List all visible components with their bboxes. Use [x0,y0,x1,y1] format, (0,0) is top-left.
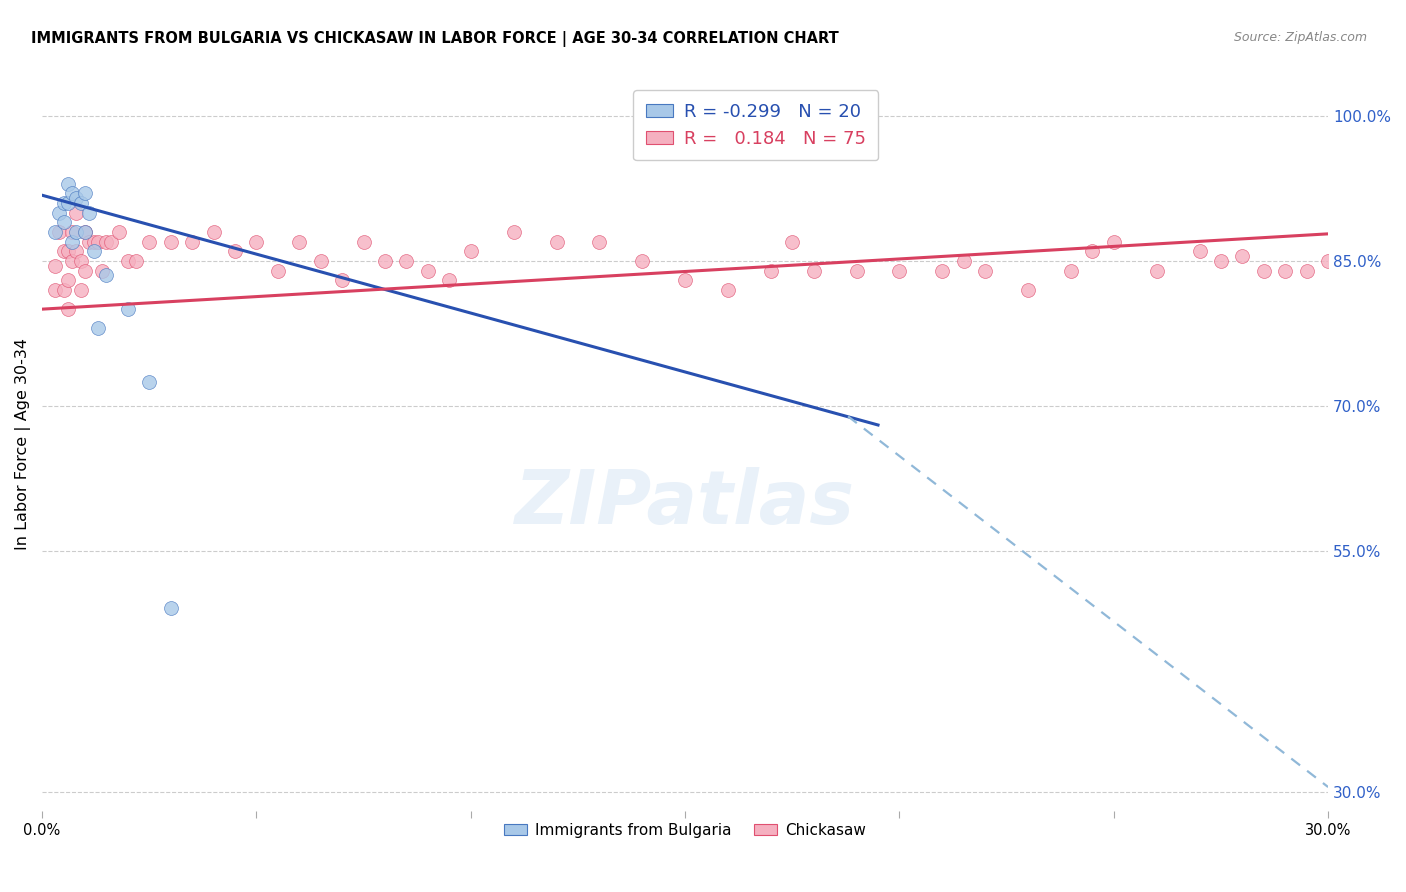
Point [1317,253,1340,268]
Point [60,186,83,201]
Point [108,225,131,239]
Point [782,235,804,249]
Point [1403,263,1406,277]
Point [138,375,160,389]
Point [1017,283,1039,297]
Point [83,235,105,249]
Point [73,186,96,201]
Point [1188,244,1211,259]
Point [1081,244,1104,259]
Point [1209,253,1232,268]
Point [1339,283,1361,297]
Point [330,273,353,287]
Point [48,225,70,239]
Point [181,235,204,249]
Point [73,225,96,239]
Point [60,225,83,239]
Point [1232,249,1254,263]
Point [52,196,75,211]
Point [288,235,311,249]
Point [60,253,83,268]
Point [159,235,181,249]
Point [117,253,139,268]
Point [224,244,246,259]
Point [65,205,87,219]
Legend: Immigrants from Bulgaria, Chickasaw: Immigrants from Bulgaria, Chickasaw [498,817,872,844]
Point [1403,302,1406,317]
Point [1060,263,1083,277]
Point [952,253,974,268]
Point [502,225,524,239]
Point [460,244,482,259]
Text: ZIPatlas: ZIPatlas [515,467,855,540]
Point [69,283,91,297]
Point [91,263,114,277]
Point [65,191,87,205]
Point [1146,263,1168,277]
Point [52,244,75,259]
Point [353,235,375,249]
Point [673,273,696,287]
Point [60,235,83,249]
Point [65,225,87,239]
Point [117,302,139,317]
Point [245,235,267,249]
Point [44,283,66,297]
Point [65,244,87,259]
Y-axis label: In Labor Force | Age 30-34: In Labor Force | Age 30-34 [15,338,31,550]
Point [52,283,75,297]
Point [1295,263,1317,277]
Point [56,177,79,191]
Point [77,235,100,249]
Point [439,273,461,287]
Point [395,253,418,268]
Point [1381,293,1403,307]
Point [931,263,953,277]
Point [159,601,181,615]
Text: Source: ZipAtlas.com: Source: ZipAtlas.com [1233,31,1367,45]
Text: IMMIGRANTS FROM BULGARIA VS CHICKASAW IN LABOR FORCE | AGE 30-34 CORRELATION CHA: IMMIGRANTS FROM BULGARIA VS CHICKASAW IN… [31,31,839,47]
Point [44,225,66,239]
Point [845,263,868,277]
Point [56,302,79,317]
Point [717,283,740,297]
Point [69,253,91,268]
Point [100,235,122,249]
Point [631,253,654,268]
Point [96,268,118,283]
Point [138,235,160,249]
Point [1274,263,1296,277]
Point [267,263,290,277]
Point [87,321,110,335]
Point [374,253,396,268]
Point [416,263,439,277]
Point [974,263,997,277]
Point [48,205,70,219]
Point [73,263,96,277]
Point [56,244,79,259]
Point [52,215,75,229]
Point [87,235,110,249]
Point [56,273,79,287]
Point [44,259,66,273]
Point [759,263,782,277]
Point [202,225,225,239]
Point [588,235,610,249]
Point [69,196,91,211]
Point [1360,293,1382,307]
Point [83,244,105,259]
Point [77,205,100,219]
Point [1102,235,1125,249]
Point [309,253,332,268]
Point [1253,263,1275,277]
Point [96,235,118,249]
Point [546,235,568,249]
Point [56,196,79,211]
Point [803,263,825,277]
Point [889,263,911,277]
Point [125,253,148,268]
Point [73,225,96,239]
